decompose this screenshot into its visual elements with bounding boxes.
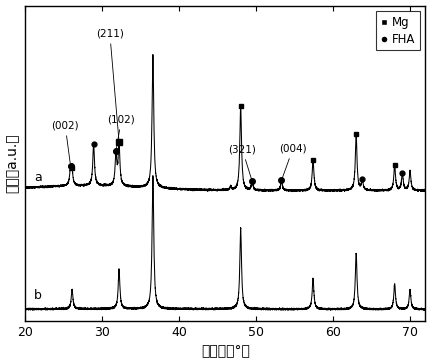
Text: (321): (321) xyxy=(228,144,255,179)
Text: (102): (102) xyxy=(107,114,135,149)
X-axis label: 衍射角（°）: 衍射角（°） xyxy=(200,344,249,359)
Text: (002): (002) xyxy=(51,120,79,163)
Text: b: b xyxy=(34,289,42,302)
Text: (004): (004) xyxy=(279,143,306,178)
Text: a: a xyxy=(34,171,42,184)
Text: (211): (211) xyxy=(95,28,123,139)
Y-axis label: 强度（a.u.）: 强度（a.u.） xyxy=(6,134,19,193)
Legend: Mg, FHA: Mg, FHA xyxy=(375,11,418,51)
